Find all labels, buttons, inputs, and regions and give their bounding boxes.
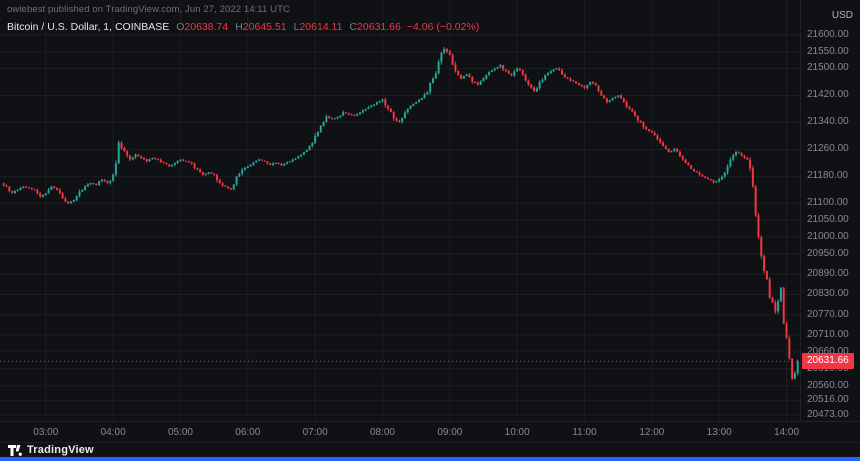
time-tick-label: 03:00 <box>33 427 59 438</box>
low-value: 20614.11 <box>299 21 343 33</box>
open-value: 20638.74 <box>184 21 229 33</box>
price-tick-label: 20950.00 <box>807 248 849 260</box>
time-axis[interactable]: 03:00 04:00 05:00 06:00 07:00 08:00 09:00 10:00… <box>0 421 860 443</box>
price-tick-label: 21340.00 <box>807 116 849 128</box>
price-tick-label: 21050.00 <box>807 214 849 226</box>
currency-label: USD <box>831 10 853 21</box>
time-tick-label: 08:00 <box>369 427 395 438</box>
price-tick-label: 21500.00 <box>807 62 849 74</box>
price-tick-label: 20516.00 <box>807 394 849 406</box>
price-tick-label: 20830.00 <box>807 288 849 300</box>
time-tick-label: 10:00 <box>504 427 530 438</box>
tradingview-wordmark[interactable]: TradingView <box>27 444 94 456</box>
time-tick-label: 14:00 <box>774 427 800 438</box>
price-axis[interactable]: USD 20631.66 21600.00 21550.00 21500.00 214… <box>800 0 860 421</box>
price-tick-label: 20890.00 <box>807 268 849 280</box>
symbol-title[interactable]: Bitcoin / U.S. Dollar, 1, COINBASE <box>7 21 170 33</box>
candles <box>2 46 799 381</box>
time-tick-label: 12:00 <box>639 427 665 438</box>
price-tick-label: 20560.00 <box>807 379 849 391</box>
close-value: 20631.66 <box>357 21 401 33</box>
price-tick-label: 21600.00 <box>807 28 849 40</box>
tradingview-logo-icon[interactable] <box>8 444 22 456</box>
price-tick-label: 21260.00 <box>807 143 849 155</box>
chart-plot[interactable] <box>0 0 800 421</box>
time-tick-label: 09:00 <box>437 427 463 438</box>
last-price-badge: 20631.66 <box>802 353 854 370</box>
footer-bar: TradingView <box>0 442 860 457</box>
price-tick-label: 21100.00 <box>807 197 848 209</box>
accent-strip <box>0 457 860 461</box>
price-tick-label: 21000.00 <box>807 231 849 243</box>
time-tick-label: 13:00 <box>706 427 732 438</box>
price-tick-label: 20710.00 <box>807 328 849 340</box>
open-label: O <box>176 21 185 33</box>
close-label: C <box>349 21 358 33</box>
attribution-text: owiebest published on TradingView.com, J… <box>7 4 291 15</box>
time-tick-label: 07:00 <box>302 427 328 438</box>
price-tick-label: 21420.00 <box>807 89 849 101</box>
price-tick-label: 20473.00 <box>807 408 849 420</box>
candlestick-chart[interactable] <box>0 0 800 421</box>
price-tick-label: 20770.00 <box>807 308 849 320</box>
price-tick-label: 21180.00 <box>807 170 848 182</box>
chart-legend[interactable]: Bitcoin / U.S. Dollar, 1, COINBASE O20638… <box>7 21 479 33</box>
price-tick-label: 21550.00 <box>807 45 849 57</box>
time-tick-label: 04:00 <box>100 427 126 438</box>
price-tick-label: 20660.00 <box>807 345 849 357</box>
change-value: −4.06 (−0.02%) <box>406 21 480 33</box>
time-tick-label: 11:00 <box>572 427 597 438</box>
high-value: 20645.51 <box>242 21 287 33</box>
low-label: L <box>293 21 300 33</box>
grid-lines <box>0 0 800 421</box>
high-label: H <box>235 21 243 33</box>
time-tick-label: 05:00 <box>167 427 193 438</box>
time-tick-label: 06:00 <box>235 427 261 438</box>
